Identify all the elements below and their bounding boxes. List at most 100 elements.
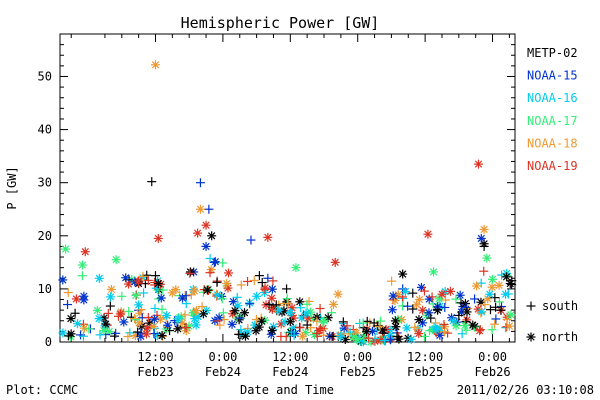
marker-stroke (120, 318, 128, 326)
marker-stroke (150, 315, 159, 323)
marker-stroke (505, 322, 514, 330)
data-point (138, 271, 148, 281)
data-point (485, 305, 495, 315)
data-point (491, 302, 501, 312)
data-point (178, 293, 188, 303)
data-point (233, 301, 243, 311)
marker-stroke (72, 295, 81, 303)
data-point (157, 304, 167, 314)
marker-stroke (386, 331, 394, 340)
data-point (153, 233, 163, 243)
marker-stroke (483, 254, 491, 262)
marker-stroke (158, 331, 166, 340)
marker-stroke (417, 283, 426, 292)
data-point (462, 307, 472, 317)
data-point (101, 319, 111, 329)
data-point (80, 247, 90, 257)
data-point (181, 323, 191, 333)
data-point (451, 294, 461, 304)
marker-stroke (192, 321, 200, 329)
data-point (197, 302, 207, 312)
marker-stroke (298, 332, 307, 340)
data-point (63, 300, 73, 310)
data-point (240, 331, 250, 341)
marker-stroke (480, 225, 488, 234)
data-point (234, 315, 244, 325)
data-point (429, 267, 439, 277)
plot-frame (59, 33, 516, 343)
marker-stroke (488, 283, 496, 291)
marker-stroke (136, 309, 144, 317)
data-point (456, 298, 466, 308)
data-point (285, 308, 295, 318)
x-tick-sublabel: Feb24 (205, 365, 241, 379)
marker-stroke (264, 233, 272, 242)
data-point (113, 311, 123, 321)
data-point (431, 324, 441, 334)
data-point (106, 284, 116, 294)
data-point (205, 268, 215, 278)
data-point (494, 297, 504, 307)
data-point (84, 324, 94, 334)
data-point (451, 321, 461, 331)
data-point (455, 290, 465, 300)
data-point (235, 313, 245, 323)
data-point (362, 327, 372, 337)
data-point (106, 292, 116, 302)
data-point (63, 288, 73, 298)
data-point (213, 316, 223, 326)
y-tick-label: 20 (38, 229, 52, 243)
data-point (485, 289, 495, 299)
data-point (191, 320, 201, 330)
marker-stroke (224, 269, 233, 277)
marker-stroke (388, 306, 397, 314)
marker-stroke (486, 290, 494, 298)
data-point (170, 316, 180, 326)
y-tick-label: 0 (45, 335, 52, 349)
data-point (316, 324, 326, 334)
data-point (394, 334, 404, 344)
data-point (95, 330, 105, 340)
marker-stroke (135, 319, 143, 327)
data-point (368, 326, 378, 336)
marker-stroke (392, 323, 400, 331)
marker-stroke (368, 327, 377, 336)
data-point (385, 335, 395, 345)
data-point (302, 299, 312, 309)
data-point (416, 282, 426, 292)
marker-stroke (185, 322, 193, 330)
marker-stroke (164, 321, 172, 329)
marker-stroke (186, 268, 195, 276)
marker-stroke (95, 314, 103, 323)
data-point (163, 320, 173, 330)
marker-legend-symbol (526, 301, 536, 311)
data-point (73, 319, 83, 329)
data-point (398, 269, 408, 279)
marker-stroke (415, 329, 423, 338)
footer-left: Plot: CCMC (6, 383, 78, 397)
data-point (314, 325, 324, 335)
marker-stroke (413, 301, 421, 309)
data-point (209, 257, 219, 267)
data-point (470, 294, 480, 304)
marker-stroke (438, 290, 446, 298)
data-point (123, 331, 133, 341)
data-point (150, 271, 160, 281)
data-point (124, 306, 134, 316)
data-point (117, 291, 127, 301)
data-point (142, 270, 152, 280)
data-point (230, 306, 240, 316)
legend-entry: NOAA-17 (527, 114, 578, 128)
data-point (268, 276, 278, 286)
data-point (388, 291, 398, 301)
data-point (156, 293, 166, 303)
marker-stroke (122, 274, 130, 282)
data-point (504, 321, 514, 331)
marker-stroke (401, 287, 410, 296)
data-point (130, 314, 140, 324)
data-point (387, 305, 397, 315)
marker-stroke (81, 248, 89, 256)
data-point (358, 318, 368, 328)
marker-stroke (472, 282, 481, 290)
data-point (215, 320, 225, 330)
